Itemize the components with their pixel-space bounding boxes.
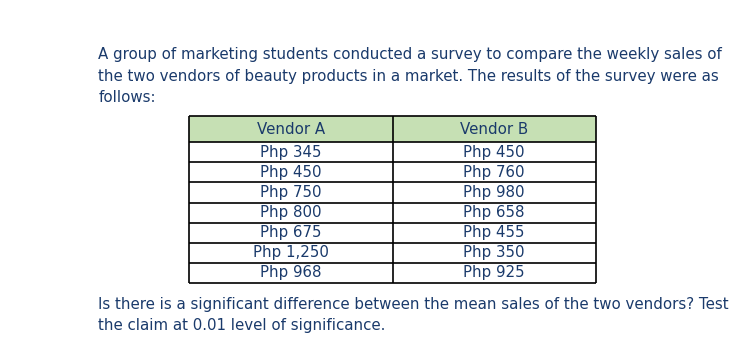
- Text: Php 658: Php 658: [464, 205, 525, 220]
- Bar: [189, 162, 595, 183]
- Text: Php 450: Php 450: [464, 145, 525, 160]
- Bar: [189, 243, 595, 263]
- Text: Php 450: Php 450: [260, 165, 322, 180]
- Text: A group of marketing students conducted a survey to compare the weekly sales of
: A group of marketing students conducted …: [98, 47, 722, 105]
- Bar: [189, 263, 595, 283]
- Bar: [189, 142, 595, 162]
- Text: Php 345: Php 345: [260, 145, 322, 160]
- Text: Php 750: Php 750: [260, 185, 322, 200]
- Text: Php 675: Php 675: [260, 225, 322, 240]
- Bar: [189, 116, 595, 142]
- Text: Vendor A: Vendor A: [257, 122, 325, 137]
- Bar: [189, 223, 595, 243]
- Text: Php 350: Php 350: [464, 245, 525, 260]
- Text: Is there is a significant difference between the mean sales of the two vendors? : Is there is a significant difference bet…: [98, 297, 729, 333]
- Text: Php 455: Php 455: [464, 225, 525, 240]
- Bar: [189, 183, 595, 203]
- Text: Php 925: Php 925: [464, 266, 525, 281]
- Bar: [189, 203, 595, 223]
- Text: Php 800: Php 800: [260, 205, 322, 220]
- Text: Php 1,250: Php 1,250: [253, 245, 329, 260]
- Text: Php 760: Php 760: [464, 165, 525, 180]
- Text: Vendor B: Vendor B: [460, 122, 528, 137]
- Text: Php 968: Php 968: [260, 266, 322, 281]
- Text: Php 980: Php 980: [464, 185, 525, 200]
